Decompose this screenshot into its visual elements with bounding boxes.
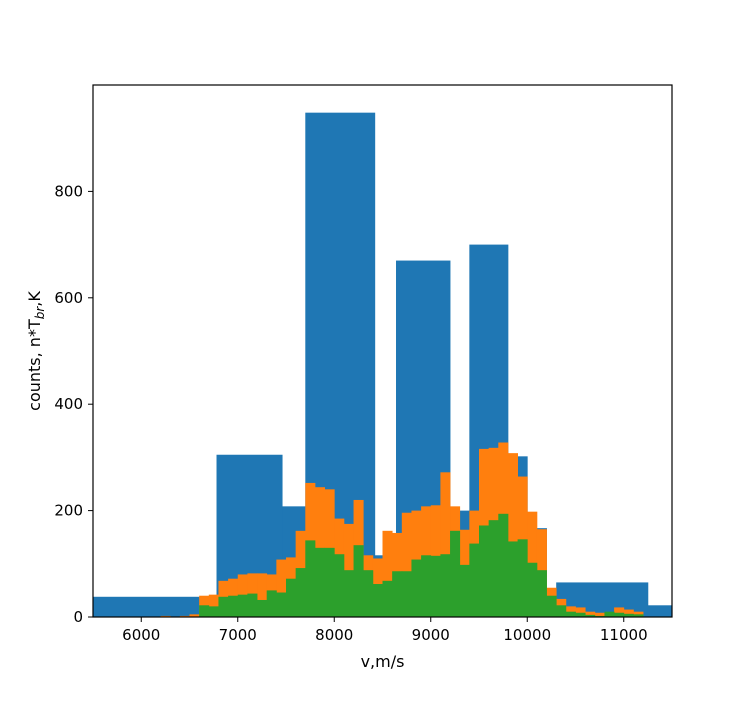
- bar: [324, 547, 335, 617]
- x-tick-label: 8000: [315, 626, 353, 644]
- bar: [488, 520, 499, 617]
- plot-frame: [92, 84, 673, 618]
- bar: [295, 568, 306, 617]
- series-3-bars: [199, 513, 644, 617]
- bar: [527, 562, 538, 617]
- x-tick-label: 9000: [412, 626, 450, 644]
- bar: [189, 614, 200, 617]
- bar: [382, 530, 393, 617]
- bar: [353, 545, 364, 617]
- bar: [257, 573, 268, 617]
- bar: [507, 453, 518, 617]
- bar: [479, 525, 490, 617]
- bar: [314, 547, 325, 617]
- bar: [440, 554, 451, 617]
- x-axis-ticks: 6000 7000 8000 9000 10000 11000: [122, 617, 648, 644]
- bar: [430, 555, 441, 617]
- bar: [536, 570, 547, 617]
- y-tick-label: 400: [54, 395, 83, 413]
- bar: [343, 570, 354, 617]
- bar: [93, 596, 217, 617]
- bar: [276, 592, 287, 617]
- bar: [276, 559, 287, 617]
- y-axis-label: counts, n*Tbr,K: [25, 291, 47, 411]
- x-axis-label: v,m/s: [361, 652, 405, 671]
- x-tick-label: 6000: [122, 626, 160, 644]
- bar: [421, 555, 432, 617]
- bar: [556, 605, 567, 617]
- y-axis-label-subscript: br: [33, 306, 47, 320]
- y-tick-label: 800: [54, 182, 83, 200]
- bar: [372, 584, 383, 617]
- histogram-bars: [93, 112, 672, 617]
- bar: [228, 595, 239, 617]
- bar: [633, 611, 644, 617]
- x-tick-label: 11000: [600, 626, 648, 644]
- y-axis-ticks: 0 200 400 600 800: [54, 182, 93, 626]
- bar: [199, 605, 210, 617]
- bar: [363, 570, 374, 617]
- bar: [594, 612, 605, 617]
- bar: [565, 611, 576, 617]
- bar: [401, 512, 412, 617]
- bar: [305, 540, 316, 617]
- bar: [237, 594, 248, 617]
- bar: [623, 613, 634, 617]
- y-axis-label-unit: ,K: [25, 291, 44, 307]
- bar: [575, 607, 586, 617]
- bar: [507, 541, 518, 617]
- bar: [208, 594, 219, 617]
- bar: [334, 554, 345, 617]
- y-tick-label: 200: [54, 502, 83, 520]
- bar: [411, 559, 422, 617]
- bar: [382, 580, 393, 617]
- bar: [633, 614, 644, 617]
- bar: [450, 530, 461, 617]
- bar: [647, 605, 672, 617]
- bar: [498, 513, 509, 617]
- bar: [517, 539, 528, 617]
- bar: [440, 472, 451, 617]
- bar: [266, 590, 277, 617]
- bar: [392, 571, 403, 617]
- bar: [585, 611, 596, 617]
- x-tick-label: 10000: [503, 626, 551, 644]
- bar: [247, 593, 258, 617]
- bar: [459, 564, 470, 617]
- bar: [218, 596, 229, 617]
- y-tick-label: 600: [54, 289, 83, 307]
- y-tick-label: 0: [73, 608, 83, 626]
- bar: [469, 543, 480, 617]
- bar: [585, 614, 596, 617]
- bar: [286, 578, 297, 617]
- bar: [604, 611, 615, 617]
- bar: [614, 607, 625, 617]
- bar: [575, 612, 586, 617]
- bar: [401, 571, 412, 617]
- bar: [208, 606, 219, 617]
- bar: [257, 599, 268, 617]
- bar: [614, 612, 625, 617]
- bar: [623, 609, 634, 617]
- bar: [546, 595, 557, 617]
- y-axis-label-main: counts, n*T: [25, 319, 44, 411]
- x-tick-label: 7000: [219, 626, 257, 644]
